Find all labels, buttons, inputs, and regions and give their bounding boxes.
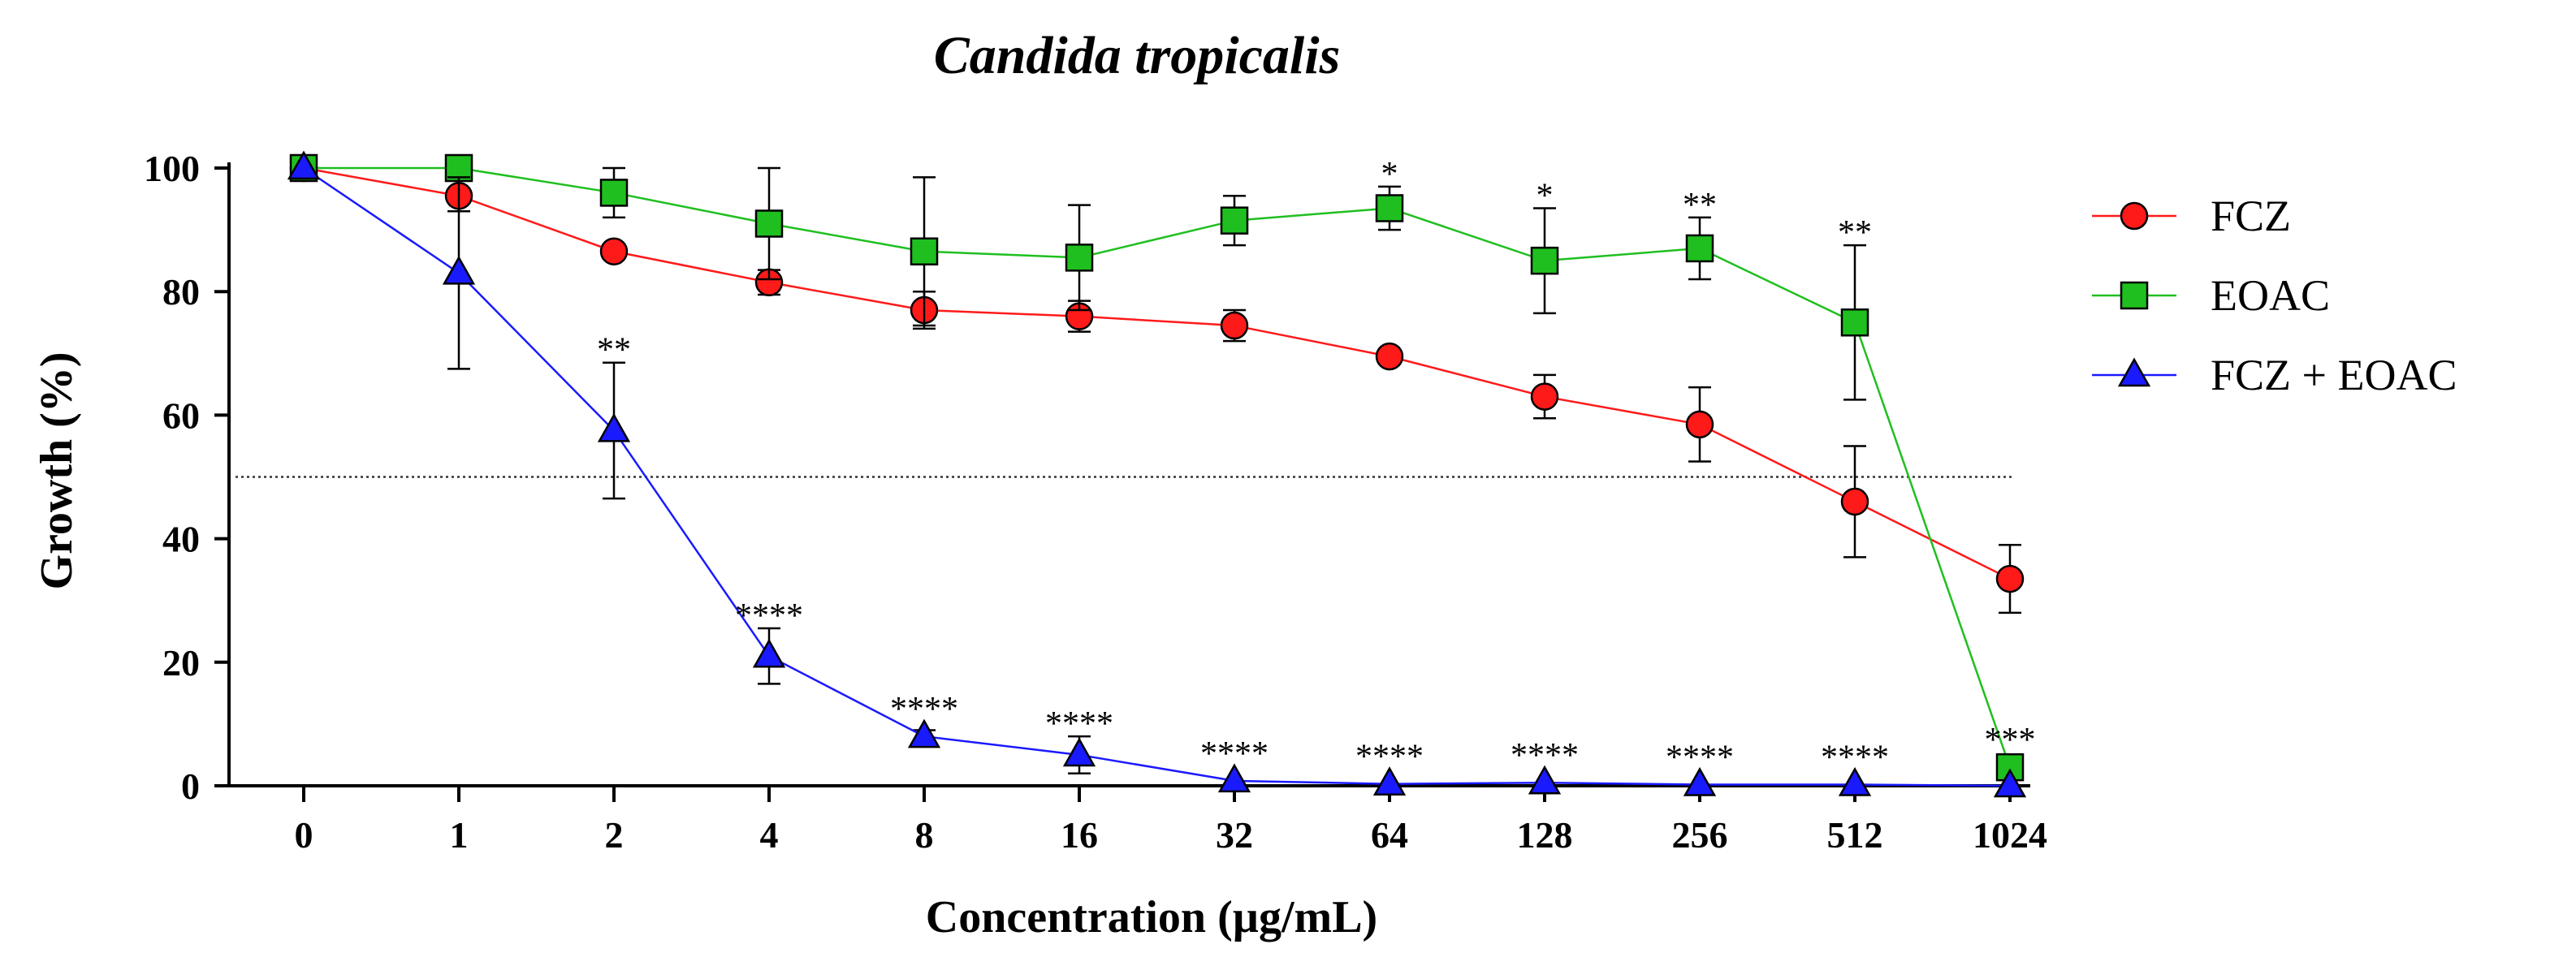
y-axis-label: Growth (%) (32, 352, 82, 590)
data-point-fcz (1530, 382, 1559, 411)
significance-label: **** (1511, 737, 1579, 774)
data-point-fcz-eoac (1528, 765, 1562, 795)
significance-label: *** (1985, 722, 2036, 759)
data-point-eoac (1065, 244, 1094, 272)
x-tick-label: 64 (1371, 814, 1408, 856)
data-point-eoac (1685, 234, 1714, 263)
data-point-fcz-eoac (1217, 763, 1251, 793)
x-tick-label: 8 (915, 814, 934, 856)
significance-label: **** (1200, 735, 1269, 773)
significance-label: **** (1821, 739, 1889, 776)
data-point-eoac (1840, 308, 1869, 337)
data-point-fcz-eoac (442, 255, 476, 285)
x-tick-label: 1 (450, 814, 469, 856)
significance-label: ** (597, 332, 631, 369)
significance-label: **** (735, 597, 803, 635)
y-tick-label: 0 (181, 765, 200, 807)
data-point-fcz (1840, 487, 1869, 516)
series-line-fcz (303, 166, 2011, 580)
legend-marker-fcz (2120, 201, 2149, 231)
data-point-fcz-eoac (907, 718, 941, 748)
legend-item-eoac: EOAC (2092, 271, 2330, 320)
significance-label: ** (1683, 187, 1717, 224)
data-point-fcz-eoac (1993, 768, 2027, 798)
x-axis-label: Concentration (µg/mL) (926, 892, 1377, 942)
data-point-fcz-eoac (752, 638, 786, 668)
series-eoac: ** ******* (289, 153, 2036, 782)
data-point-fcz (1375, 342, 1404, 371)
significance-label: **** (890, 691, 958, 728)
x-tick-label: 512 (1827, 814, 1883, 856)
data-point-eoac (599, 179, 629, 207)
legend-marker-eoac (2120, 281, 2149, 310)
data-point-fcz-eoac (597, 412, 631, 442)
legend-label: EOAC (2211, 271, 2330, 320)
y-tick-label: 80 (162, 271, 200, 313)
data-point-eoac (1220, 206, 1249, 235)
legend-label: FCZ + EOAC (2211, 351, 2457, 399)
data-point-eoac (1375, 194, 1404, 222)
y-tick-label: 100 (144, 148, 200, 189)
x-tick-label: 256 (1672, 814, 1728, 856)
legend-item-fcz: FCZ (2092, 192, 2291, 240)
x-tick-label: 16 (1061, 814, 1098, 856)
data-point-fcz-eoac (1372, 766, 1407, 796)
significance-label: **** (1355, 739, 1424, 776)
data-point-fcz (1220, 311, 1249, 340)
significance-label: ** (1838, 214, 1872, 252)
y-tick-label: 60 (162, 395, 200, 436)
legend-item-fcz-eoac: FCZ + EOAC (2092, 351, 2457, 399)
legend-marker-fcz-eoac (2117, 357, 2151, 387)
significance-label: **** (1666, 739, 1734, 776)
data-point-fcz-eoac (287, 150, 321, 180)
data-point-fcz-eoac (1683, 766, 1717, 796)
x-tick-label: 0 (295, 814, 313, 856)
significance-label: **** (1045, 705, 1113, 743)
y-tick-label: 20 (162, 642, 200, 684)
x-tick-label: 2 (605, 814, 624, 856)
x-tick-label: 32 (1216, 814, 1253, 856)
series-fcz-eoac: ********** ******** **** **** **** **** (287, 150, 2027, 798)
series-line-fcz-eoac (303, 166, 2011, 787)
data-point-eoac (1530, 246, 1559, 275)
data-point-eoac (910, 237, 939, 265)
significance-label: * (1381, 156, 1398, 193)
data-point-fcz (1685, 410, 1714, 439)
chart-title: Candida tropicalis (934, 26, 1341, 85)
data-point-eoac (754, 209, 784, 238)
legend-label: FCZ (2211, 192, 2291, 240)
significance-label: * (1537, 177, 1554, 214)
x-tick-label: 128 (1517, 814, 1573, 856)
x-tick-label: 1024 (1973, 814, 2047, 856)
data-point-fcz-eoac (1838, 766, 1872, 796)
x-tick-label: 4 (760, 814, 779, 856)
data-point-fcz (1995, 564, 2025, 593)
data-point-fcz (599, 237, 629, 265)
data-point-fcz-eoac (1062, 737, 1096, 767)
series-line-eoac (304, 166, 2012, 768)
series-fcz (289, 153, 2025, 615)
y-tick-label: 40 (162, 519, 200, 560)
